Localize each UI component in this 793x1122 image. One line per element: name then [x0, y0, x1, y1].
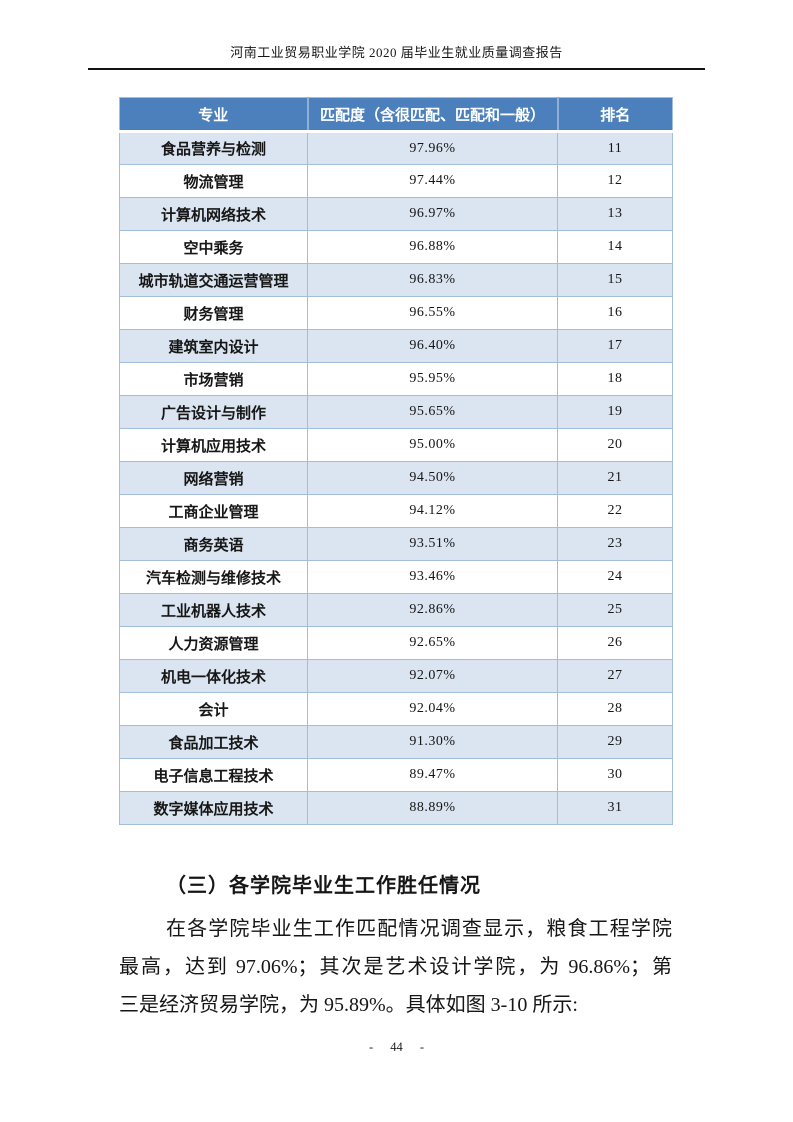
major-cell: 机电一体化技术 — [119, 659, 308, 693]
rank-cell: 30 — [557, 758, 673, 792]
table-row: 城市轨道交通运营管理 96.83% 15 — [119, 263, 673, 297]
table-row: 食品营养与检测 97.96% 11 — [119, 131, 673, 165]
match-cell: 96.40% — [307, 329, 558, 363]
match-cell: 96.55% — [307, 296, 558, 330]
major-cell: 工业机器人技术 — [119, 593, 308, 627]
table-row: 电子信息工程技术 89.47% 30 — [119, 758, 673, 792]
major-cell: 物流管理 — [119, 164, 308, 198]
major-cell: 汽车检测与维修技术 — [119, 560, 308, 594]
body-paragraph: 在各学院毕业生工作匹配情况调查显示，粮食工程学院 最高，达到 97.06%；其次… — [119, 910, 672, 1024]
table-header: 专业 匹配度（含很匹配、匹配和一般） 排名 — [119, 97, 673, 133]
rank-cell: 22 — [557, 494, 673, 528]
match-cell: 92.04% — [307, 692, 558, 726]
table-row: 网络营销 94.50% 21 — [119, 461, 673, 495]
table-row: 数字媒体应用技术 88.89% 31 — [119, 791, 673, 825]
major-cell: 空中乘务 — [119, 230, 308, 264]
major-cell: 广告设计与制作 — [119, 395, 308, 429]
major-cell: 电子信息工程技术 — [119, 758, 308, 792]
paragraph-line: 最高，达到 97.06%；其次是艺术设计学院，为 96.86%；第 — [119, 956, 672, 978]
rank-cell: 15 — [557, 263, 673, 297]
match-cell: 89.47% — [307, 758, 558, 792]
rank-cell: 26 — [557, 626, 673, 660]
table-row: 会计 92.04% 28 — [119, 692, 673, 726]
major-cell: 财务管理 — [119, 296, 308, 330]
rank-cell: 11 — [557, 131, 673, 165]
major-match-table: 专业 匹配度（含很匹配、匹配和一般） 排名 食品营养与检测 97.96% 11 物流管… — [119, 97, 673, 825]
rank-cell: 12 — [557, 164, 673, 198]
major-cell: 工商企业管理 — [119, 494, 308, 528]
table-body: 食品营养与检测 97.96% 11 物流管理 97.44% 12 计算机网络技术 96.97%… — [119, 131, 673, 825]
table-row: 工商企业管理 94.12% 22 — [119, 494, 673, 528]
table-row: 广告设计与制作 95.65% 19 — [119, 395, 673, 429]
match-cell: 95.00% — [307, 428, 558, 462]
rank-cell: 20 — [557, 428, 673, 462]
table-row: 汽车检测与维修技术 93.46% 24 — [119, 560, 673, 594]
match-cell: 91.30% — [307, 725, 558, 759]
major-cell: 城市轨道交通运营管理 — [119, 263, 308, 297]
section-heading: （三）各学院毕业生工作胜任情况 — [166, 875, 481, 897]
table-row: 人力资源管理 92.65% 26 — [119, 626, 673, 660]
rank-cell: 27 — [557, 659, 673, 693]
rank-cell: 31 — [557, 791, 673, 825]
page-number: - 44 - — [368, 1040, 425, 1054]
rank-cell: 25 — [557, 593, 673, 627]
column-header-match: 匹配度（含很匹配、匹配和一般） — [306, 97, 558, 133]
match-cell: 96.97% — [307, 197, 558, 231]
rank-cell: 14 — [557, 230, 673, 264]
match-cell: 97.44% — [307, 164, 558, 198]
table-row: 计算机网络技术 96.97% 13 — [119, 197, 673, 231]
match-cell: 93.46% — [307, 560, 558, 594]
rank-cell: 18 — [557, 362, 673, 396]
match-cell: 92.65% — [307, 626, 558, 660]
table-row: 计算机应用技术 95.00% 20 — [119, 428, 673, 462]
match-cell: 94.50% — [307, 461, 558, 495]
paragraph-line: 在各学院毕业生工作匹配情况调查显示，粮食工程学院 — [166, 918, 672, 940]
table-row: 食品加工技术 91.30% 29 — [119, 725, 673, 759]
match-cell: 95.95% — [307, 362, 558, 396]
major-cell: 人力资源管理 — [119, 626, 308, 660]
column-header-major: 专业 — [119, 97, 308, 133]
rank-cell: 16 — [557, 296, 673, 330]
major-cell: 建筑室内设计 — [119, 329, 308, 363]
rank-cell: 23 — [557, 527, 673, 561]
match-cell: 88.89% — [307, 791, 558, 825]
major-cell: 商务英语 — [119, 527, 308, 561]
match-cell: 97.96% — [307, 131, 558, 165]
match-cell: 95.65% — [307, 395, 558, 429]
major-cell: 网络营销 — [119, 461, 308, 495]
table-row: 商务英语 93.51% 23 — [119, 527, 673, 561]
table-row: 物流管理 97.44% 12 — [119, 164, 673, 198]
rank-cell: 28 — [557, 692, 673, 726]
major-cell: 食品营养与检测 — [119, 131, 308, 165]
paragraph-line: 三是经济贸易学院，为 95.89%。具体如图 3-10 所示: — [119, 994, 578, 1016]
match-cell: 94.12% — [307, 494, 558, 528]
table-row: 空中乘务 96.88% 14 — [119, 230, 673, 264]
table-row: 财务管理 96.55% 16 — [119, 296, 673, 330]
table-row: 建筑室内设计 96.40% 17 — [119, 329, 673, 363]
major-cell: 食品加工技术 — [119, 725, 308, 759]
major-cell: 市场营销 — [119, 362, 308, 396]
table-row: 市场营销 95.95% 18 — [119, 362, 673, 396]
table-row: 工业机器人技术 92.86% 25 — [119, 593, 673, 627]
match-cell: 96.83% — [307, 263, 558, 297]
rank-cell: 21 — [557, 461, 673, 495]
major-cell: 会计 — [119, 692, 308, 726]
rank-cell: 13 — [557, 197, 673, 231]
rank-cell: 24 — [557, 560, 673, 594]
major-cell: 计算机网络技术 — [119, 197, 308, 231]
match-cell: 93.51% — [307, 527, 558, 561]
rank-cell: 29 — [557, 725, 673, 759]
major-cell: 计算机应用技术 — [119, 428, 308, 462]
running-header-title: 河南工业贸易职业学院 2020 届毕业生就业质量调查报告 — [88, 42, 705, 70]
table-row: 机电一体化技术 92.07% 27 — [119, 659, 673, 693]
table-header-row: 专业 匹配度（含很匹配、匹配和一般） 排名 — [119, 97, 673, 133]
rank-cell: 19 — [557, 395, 673, 429]
match-cell: 96.88% — [307, 230, 558, 264]
match-cell: 92.07% — [307, 659, 558, 693]
major-cell: 数字媒体应用技术 — [119, 791, 308, 825]
match-cell: 92.86% — [307, 593, 558, 627]
rank-cell: 17 — [557, 329, 673, 363]
column-header-rank: 排名 — [556, 97, 673, 133]
